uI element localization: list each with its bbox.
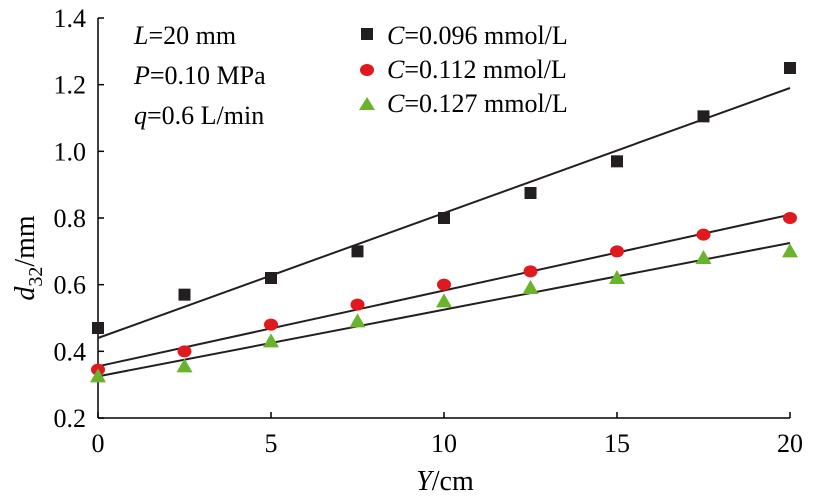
data-point-series-1 [265, 272, 277, 284]
data-points [90, 62, 798, 383]
legend-entry-series-3: C=0.127 mmol/L [359, 89, 568, 118]
fit-lines [97, 87, 791, 378]
y-tick-label: 0.2 [54, 404, 87, 433]
x-tick-label: 5 [265, 429, 278, 458]
x-tick-label: 10 [431, 429, 457, 458]
data-point-series-2 [783, 212, 797, 224]
x-axis-var: Y [416, 466, 435, 497]
data-point-series-1 [438, 212, 450, 224]
annotation-flow-rate: q=0.6 L/min [134, 101, 264, 130]
legend: C=0.096 mmol/L C=0.112 mmol/L C=0.127 mm… [359, 21, 568, 118]
data-point-series-3 [782, 243, 798, 258]
svg-text:C=0.112 mmol/L: C=0.112 mmol/L [387, 55, 567, 84]
data-point-series-1 [351, 245, 364, 258]
data-point-series-3 [522, 280, 539, 294]
legend-circle-marker [360, 64, 374, 76]
data-point-series-3 [436, 293, 452, 308]
y-tick-label: 0.8 [54, 204, 87, 233]
x-axis-unit: /cm [432, 466, 474, 497]
y-axis-title: d32/mm [10, 215, 47, 301]
y-tick-label: 1.4 [54, 4, 87, 33]
data-point-series-3 [90, 368, 106, 383]
x-axis-title: Y/cm [416, 466, 474, 497]
x-tick-label: 15 [604, 429, 630, 458]
data-point-series-3 [695, 250, 712, 264]
y-axis-unit: /mm [10, 215, 41, 267]
fit-line-series-3 [97, 242, 791, 378]
legend-entry-series-2: C=0.112 mmol/L [360, 55, 567, 84]
data-point-series-1 [524, 187, 537, 199]
data-point-series-3 [176, 358, 193, 373]
svg-text:C=0.096 mmol/L: C=0.096 mmol/L [387, 21, 568, 50]
x-tick-label: 20 [777, 429, 803, 458]
data-point-series-2 [523, 265, 538, 278]
y-tick-label: 1.0 [54, 137, 87, 166]
annotation-pressure: P=0.10 MPa [133, 61, 266, 90]
data-point-series-2 [610, 245, 624, 258]
data-point-series-3 [609, 270, 625, 284]
y-tick-label: 1.2 [54, 71, 87, 100]
data-point-series-2 [350, 298, 365, 311]
data-point-series-3 [349, 313, 366, 328]
legend-entry-series-1: C=0.096 mmol/L [361, 21, 568, 50]
legend-square-marker [361, 28, 373, 40]
data-point-series-3 [263, 333, 279, 348]
data-point-series-1 [611, 155, 623, 168]
data-point-series-1 [697, 110, 710, 123]
data-point-series-2 [264, 318, 278, 331]
y-tick-label: 0.4 [54, 337, 87, 366]
x-tick-label: 0 [92, 429, 105, 458]
data-point-series-2 [696, 228, 711, 241]
data-point-series-2 [177, 345, 192, 358]
data-point-series-1 [784, 62, 796, 74]
data-point-series-2 [437, 278, 451, 291]
svg-text:d32/mm: d32/mm [10, 215, 47, 301]
annotation-block: L=20 mm P=0.10 MPa q=0.6 L/min [133, 21, 266, 130]
legend-triangle-marker [359, 97, 375, 110]
data-point-series-1 [92, 322, 104, 334]
annotation-length: L=20 mm [133, 21, 236, 50]
data-point-series-1 [178, 288, 191, 301]
axes: 0.2 0.4 0.6 0.8 1.0 1.2 1.4 0 5 10 15 20 [54, 4, 804, 458]
y-tick-label: 0.6 [54, 271, 87, 300]
y-axis-var: d [10, 286, 41, 301]
svg-text:C=0.127 mmol/L: C=0.127 mmol/L [387, 89, 568, 118]
y-axis-sub: 32 [25, 267, 47, 287]
